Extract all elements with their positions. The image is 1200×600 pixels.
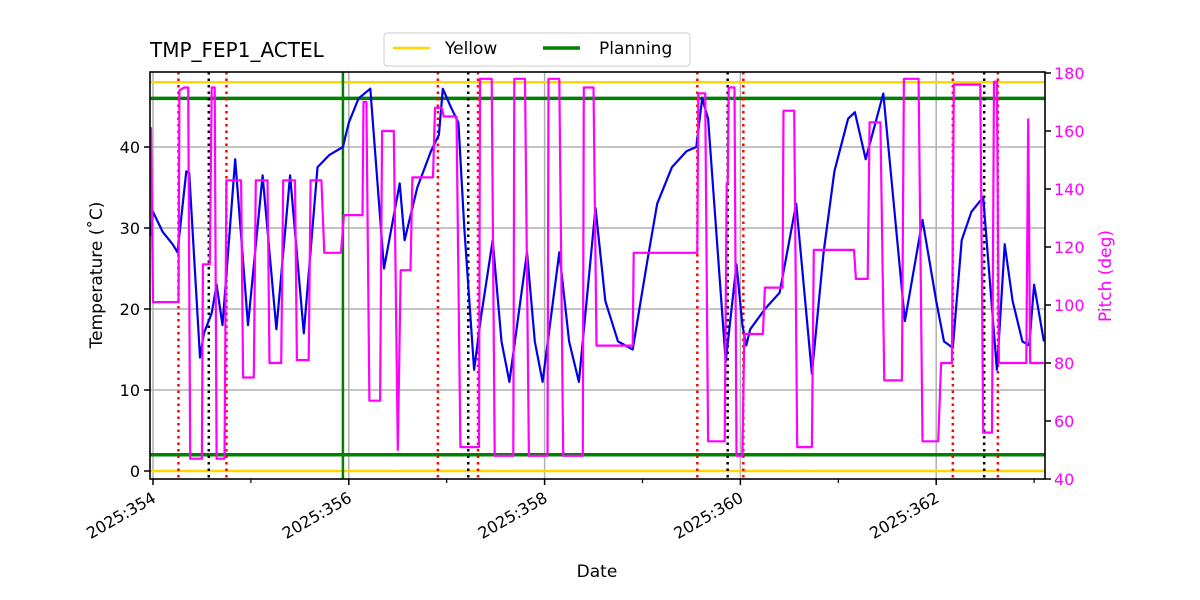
legend-planning-label: Planning — [599, 39, 672, 59]
y2-tick-label: 120 — [1054, 238, 1085, 257]
y2-tick-label: 40 — [1054, 470, 1074, 489]
y2-tick-label: 140 — [1054, 180, 1085, 199]
y2-tick-label: 60 — [1054, 412, 1074, 431]
x-tick-label: 2025:360 — [671, 488, 747, 543]
y2-axis-label: Pitch (deg) — [1096, 230, 1116, 322]
y2-tick-label: 100 — [1054, 296, 1085, 315]
y2-tick-label: 160 — [1054, 122, 1085, 141]
x-tick-label: 2025:354 — [83, 488, 159, 543]
y-tick-label: 10 — [120, 381, 140, 400]
y-tick-label: 30 — [120, 219, 140, 238]
y-axis-right: 40 60 80 100 120 140 160 180 — [1045, 64, 1085, 489]
y-axis-left: 0 10 20 30 40 — [120, 138, 150, 481]
y-tick-label: 0 — [130, 462, 140, 481]
legend: Yellow Planning — [383, 32, 691, 67]
pitch-line — [150, 77, 1044, 460]
x-tick-label: 2025:358 — [475, 488, 551, 543]
y2-tick-label: 180 — [1054, 64, 1085, 83]
y-tick-label: 40 — [120, 138, 140, 157]
x-axis-label: Date — [577, 562, 618, 582]
x-axis: 2025:354 2025:356 2025:358 2025:360 2025:362 — [83, 479, 1035, 543]
axes-frame — [149, 71, 1046, 480]
chart-title: TMP_FEP1_ACTEL — [149, 38, 325, 62]
y-tick-label: 20 — [120, 300, 140, 319]
x-tick-label: 2025:356 — [279, 488, 355, 543]
y-axis-label: Temperature (˚C) — [86, 202, 107, 350]
plot-area — [150, 72, 1045, 479]
legend-yellow-label: Yellow — [444, 39, 497, 59]
x-tick-label: 2025:362 — [866, 488, 942, 543]
y2-tick-label: 80 — [1054, 354, 1074, 373]
